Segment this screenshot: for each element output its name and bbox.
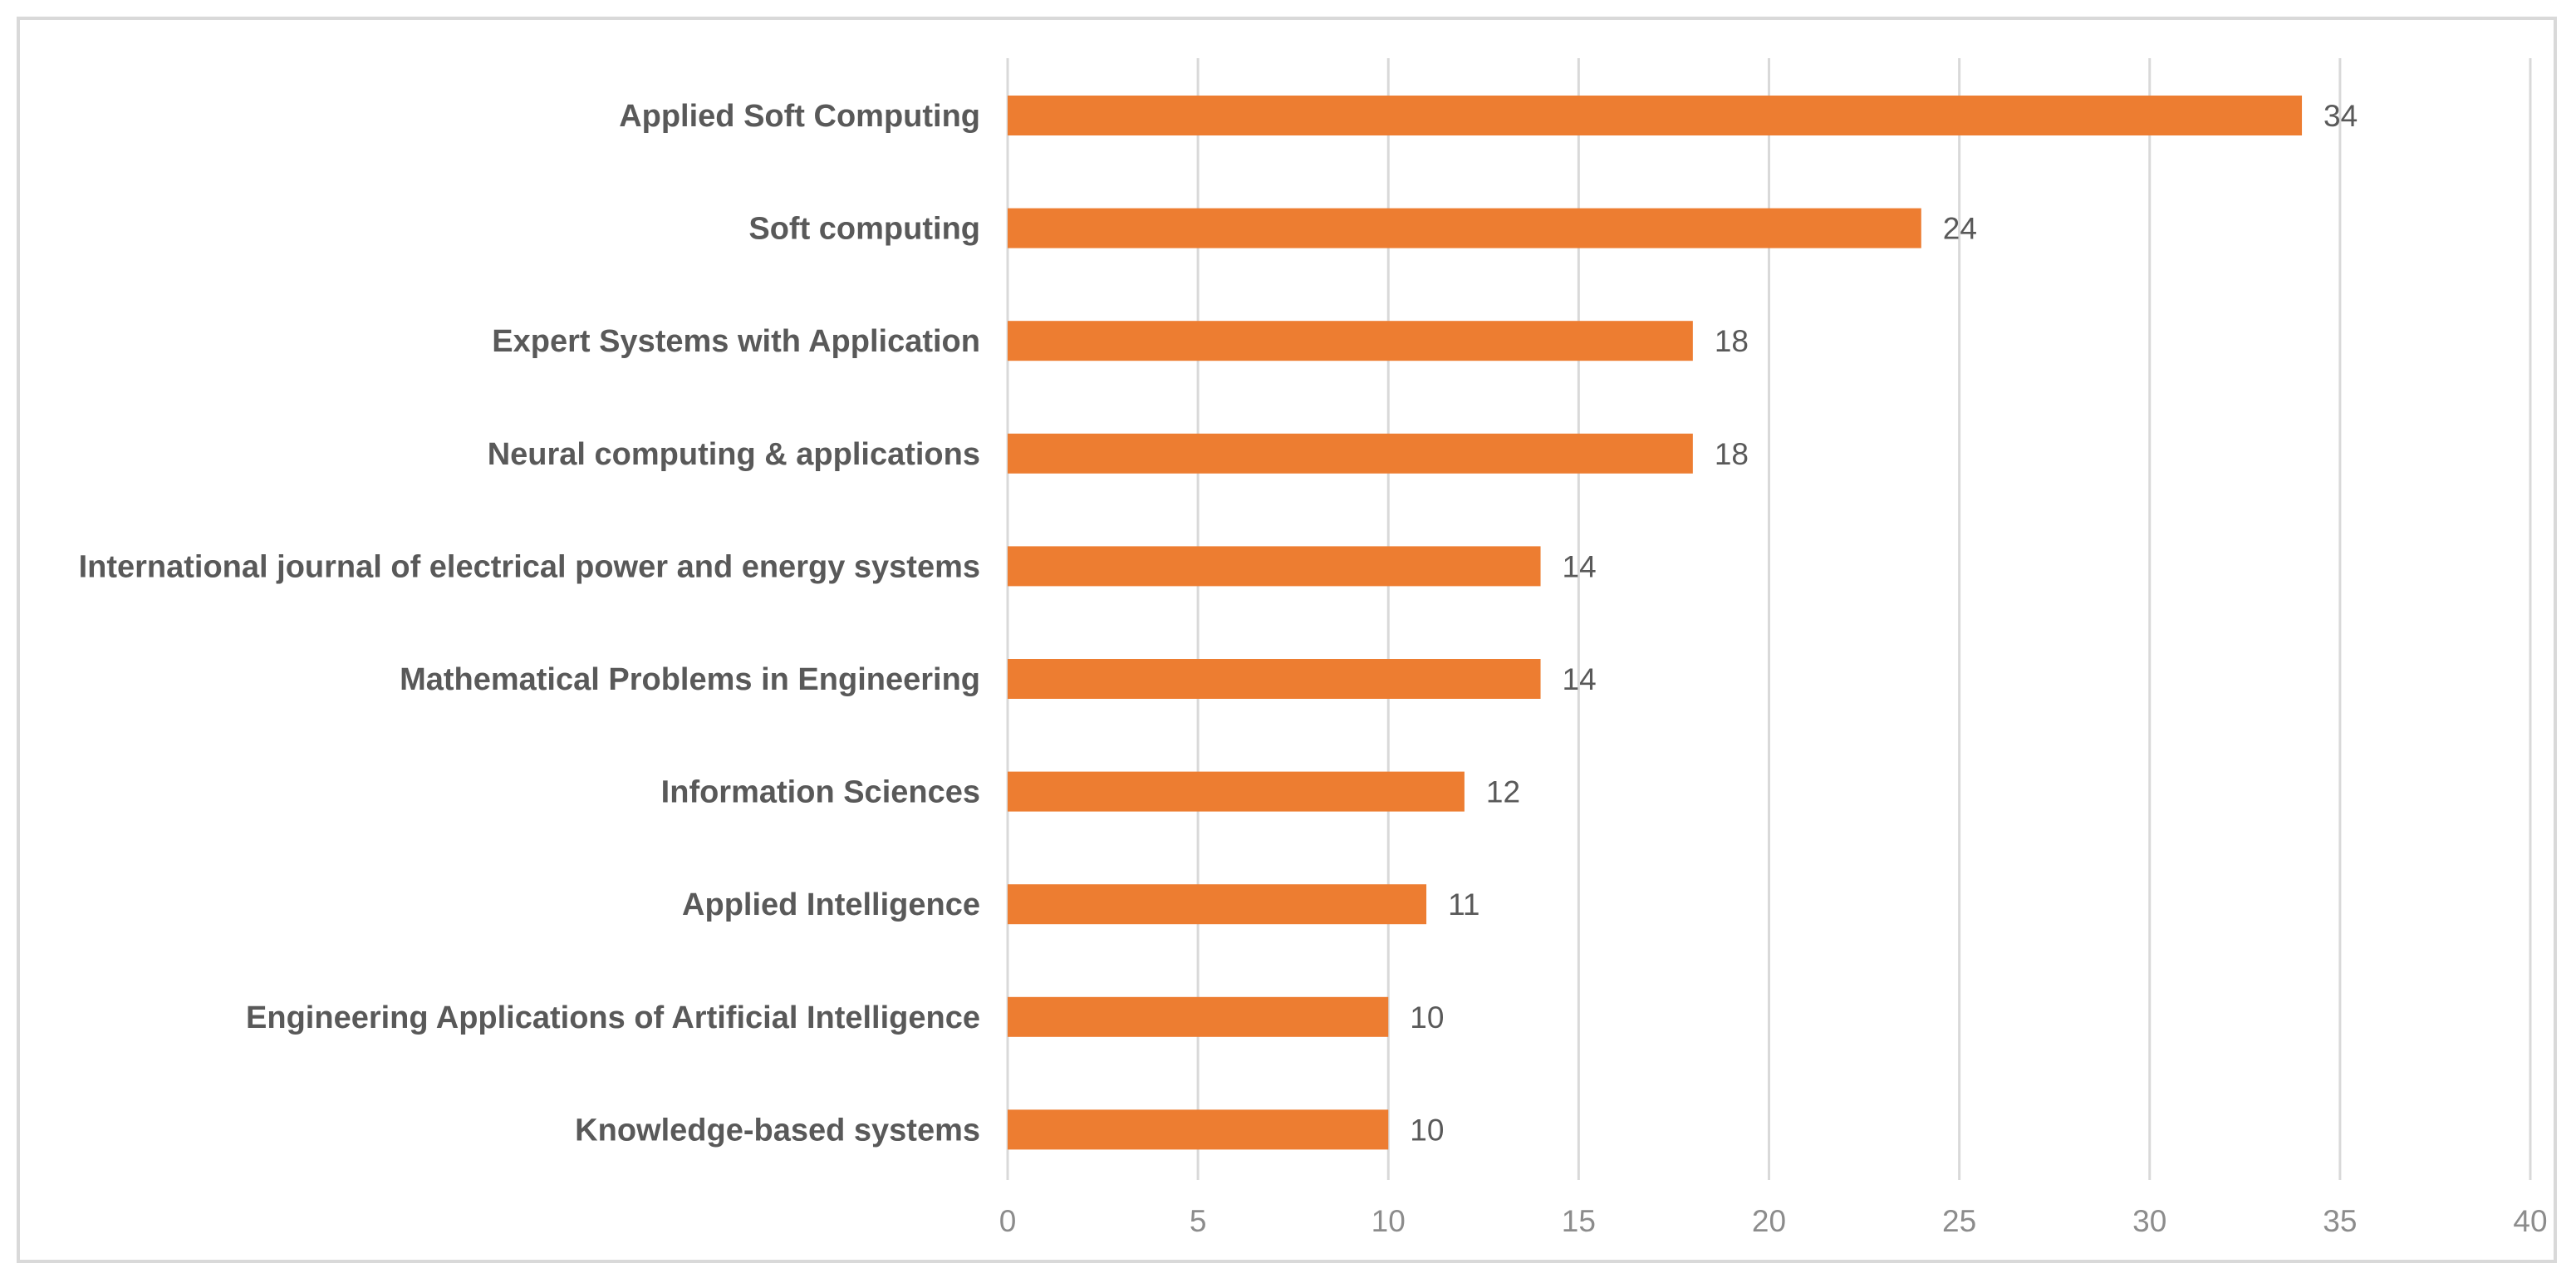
category-label: Neural computing & applications — [488, 437, 980, 472]
bars — [1008, 96, 2303, 1150]
x-tick-label: 25 — [1942, 1204, 1976, 1238]
x-tick-label: 0 — [999, 1204, 1017, 1238]
data-labels: 34 24 18 18 14 14 12 11 10 10 — [1410, 99, 2358, 1147]
x-tick-label: 30 — [2132, 1204, 2166, 1238]
x-tick-label: 15 — [1562, 1204, 1596, 1238]
data-label: 12 — [1486, 775, 1520, 809]
category-label: International journal of electrical powe… — [79, 549, 980, 584]
bar — [1008, 208, 1921, 248]
category-label: Knowledge-based systems — [575, 1113, 980, 1148]
data-label: 11 — [1448, 887, 1479, 922]
bar — [1008, 546, 1541, 587]
x-tick-label: 20 — [1752, 1204, 1786, 1238]
category-label: Applied Soft Computing — [619, 99, 980, 134]
x-tick-label: 40 — [2513, 1204, 2547, 1238]
x-tick-label: 10 — [1371, 1204, 1406, 1238]
category-labels: Applied Soft Computing Soft computing Expe… — [79, 99, 980, 1148]
x-axis-tick-labels: 0 5 10 15 20 25 30 35 40 — [999, 1204, 2548, 1238]
bar — [1008, 884, 1427, 925]
category-label: Applied Intelligence — [682, 887, 980, 922]
category-label: Soft computing — [748, 212, 980, 247]
data-label: 18 — [1715, 437, 1749, 471]
bar — [1008, 433, 1693, 474]
bar — [1008, 321, 1693, 361]
bar — [1008, 1109, 1389, 1150]
category-label: Mathematical Problems in Engineering — [400, 662, 980, 697]
data-label: 14 — [1563, 662, 1597, 696]
data-label: 24 — [1943, 212, 1977, 246]
category-label: Expert Systems with Application — [492, 324, 980, 359]
data-label: 34 — [2323, 99, 2358, 133]
bar — [1008, 996, 1389, 1037]
data-label: 10 — [1410, 1113, 1444, 1147]
bar — [1008, 771, 1465, 812]
data-label: 14 — [1563, 549, 1597, 583]
data-label: 10 — [1410, 1000, 1444, 1035]
category-label: Engineering Applications of Artificial I… — [246, 1000, 980, 1035]
category-label: Information Sciences — [661, 775, 980, 810]
x-tick-label: 35 — [2323, 1204, 2357, 1238]
bar — [1008, 96, 2303, 135]
data-label: 18 — [1715, 324, 1749, 358]
bar — [1008, 659, 1541, 699]
x-tick-label: 5 — [1190, 1204, 1207, 1238]
